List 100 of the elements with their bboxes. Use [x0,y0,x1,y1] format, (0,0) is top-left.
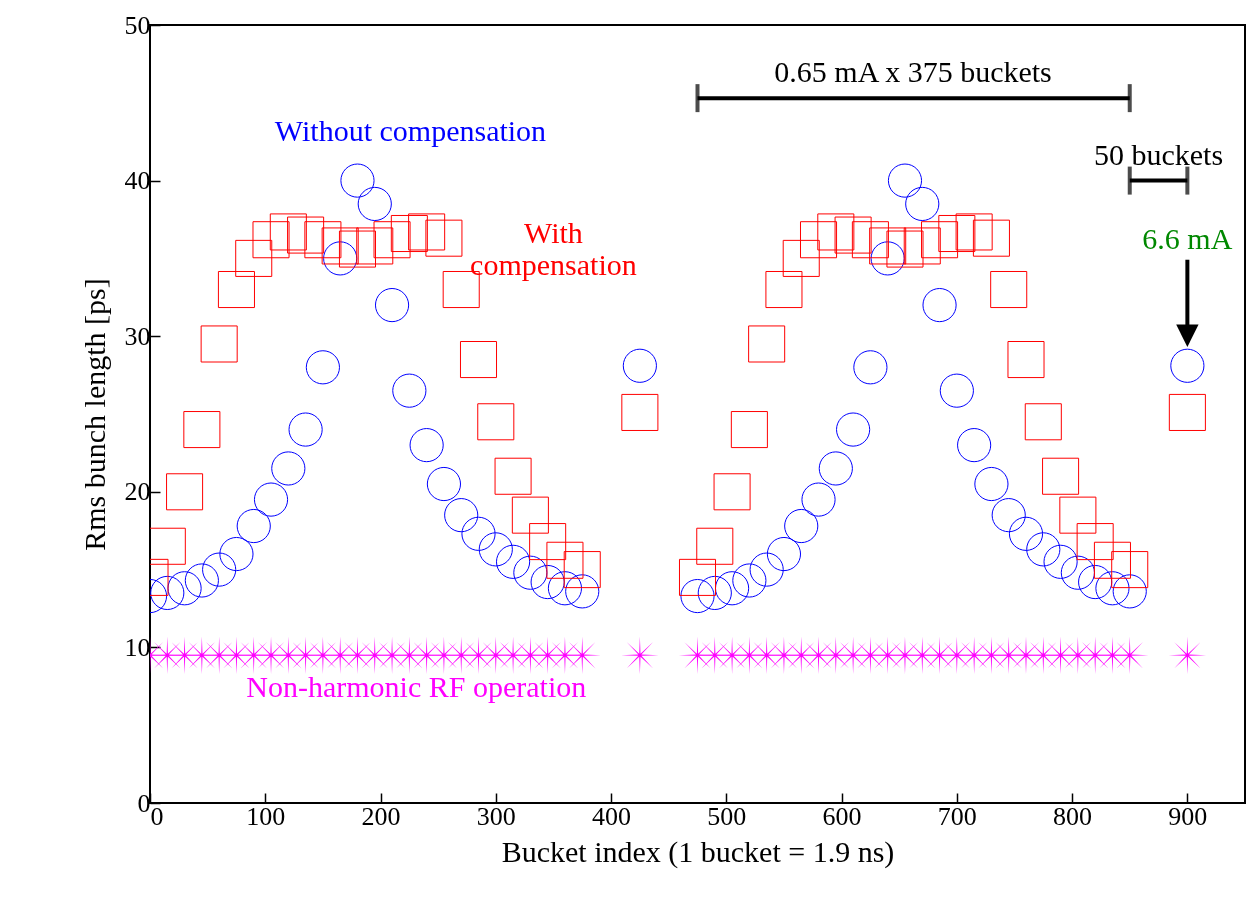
point [749,552,784,587]
point [732,563,767,598]
point [390,214,428,253]
point [887,163,923,198]
x-tick-label: 900 [1168,801,1208,831]
point [374,288,410,323]
x-tick-label: 600 [822,801,862,831]
point [373,221,411,259]
x-tick-label: 800 [1053,801,1093,831]
point [818,451,853,486]
y-tick-label: 50 [124,10,151,40]
point [150,575,185,610]
point [529,523,567,561]
y-tick-label: 20 [124,477,151,507]
point [1078,565,1113,600]
point [323,241,358,276]
point [166,473,204,511]
point [305,350,340,385]
annotation: 6.6 mA [1142,221,1233,255]
point [235,239,273,277]
point [288,412,323,447]
point [1060,555,1095,590]
point [696,527,734,565]
point [425,219,463,257]
point [1111,551,1149,589]
point [1076,523,1114,561]
point [697,575,732,610]
point [1024,403,1062,441]
y-tick-label: 10 [124,632,151,662]
point [974,466,1009,502]
x-axis-title: Bucket index (1 bucket = 1.9 ns) [501,834,895,869]
point [955,213,993,251]
point [287,216,325,254]
point [494,457,532,495]
point [392,373,427,408]
point [748,325,786,363]
point [563,551,601,589]
point [730,411,768,449]
point [202,552,237,587]
point [922,288,957,323]
point [853,350,888,385]
x-tick-label: 300 [476,801,516,831]
point [150,527,186,565]
point [766,536,802,572]
point [340,163,375,198]
point [1170,348,1205,383]
point [183,411,221,449]
point [1042,457,1080,495]
point [511,496,549,534]
point [991,498,1026,533]
point [356,227,394,265]
point [800,221,838,259]
point [530,565,565,600]
point [801,482,836,517]
point [1168,393,1206,431]
point [565,574,600,609]
point [304,221,342,259]
point [513,555,548,590]
point [547,571,583,606]
point [905,186,940,221]
point [903,227,941,265]
x-tick-label: 400 [592,801,632,831]
point [217,270,255,309]
point [269,213,307,251]
series-label: Without compensation [274,114,547,148]
point [271,451,306,486]
point [972,219,1010,257]
point [938,214,976,253]
point [338,230,376,268]
point [546,541,584,579]
point [477,403,515,441]
series-label: With compensation [470,215,637,281]
point [834,216,872,254]
y-tick-label: 30 [124,321,151,351]
point [678,558,717,596]
point [409,428,444,463]
point [219,536,254,572]
point [236,508,271,544]
y-tick-label: 40 [124,166,151,196]
x-tick-label: 200 [361,801,401,831]
point [1008,516,1044,551]
point [1007,341,1045,379]
point [886,230,924,268]
point [680,579,715,614]
point [459,341,498,379]
point [1093,541,1131,579]
point [921,221,959,259]
point [836,412,871,447]
point [167,571,202,606]
point [817,213,855,251]
point [851,221,889,259]
point [1043,544,1078,579]
point [715,571,750,606]
point [1112,574,1147,609]
annotation: 0.65 mA x 375 buckets [774,55,1052,89]
point [870,241,905,276]
y-axis-title: Rms bunch length [ps] [77,278,111,551]
point [713,473,751,511]
point [1095,571,1130,606]
point [1026,532,1061,567]
